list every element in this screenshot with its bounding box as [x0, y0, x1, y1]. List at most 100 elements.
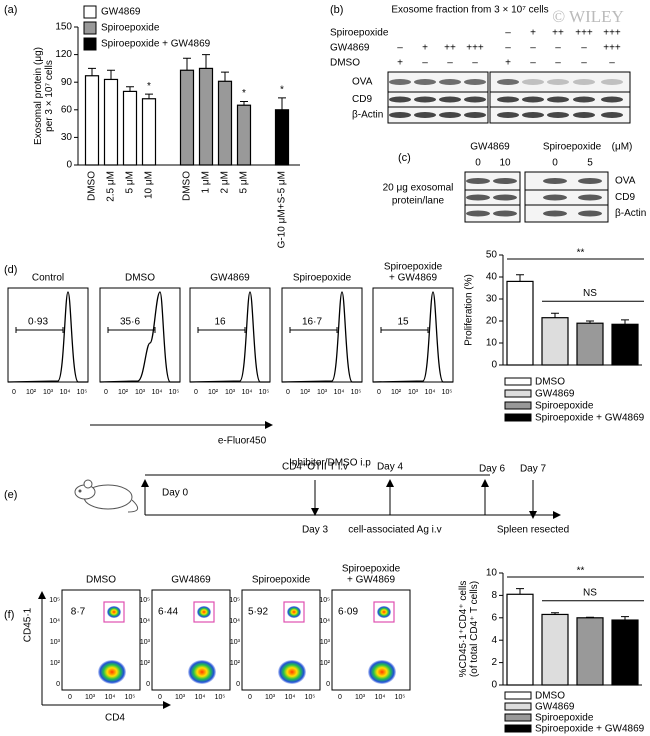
band [578, 194, 602, 201]
axis-tick-label: 0 [377, 389, 381, 396]
band [439, 79, 461, 85]
bar [541, 613, 569, 686]
bar [576, 617, 604, 686]
lane-sign: – [555, 43, 561, 54]
error-bar [126, 86, 134, 92]
axis-tick-label: 0 [68, 694, 72, 701]
y-tick-label: 60 [61, 104, 73, 115]
band [497, 79, 519, 85]
axis-tick-label: 10⁵ [259, 389, 270, 396]
histogram-frame [7, 287, 89, 383]
lane-sign: – [472, 58, 478, 69]
axis-tick-label: 10⁵ [442, 389, 453, 396]
gate [103, 601, 125, 623]
y-axis-label: Exosomal protein (μg) [33, 47, 44, 145]
band [578, 210, 602, 217]
axis-tick-label: 10³ [225, 389, 236, 396]
watermark: © WILEY [552, 7, 624, 26]
loading-label: 20 μg exosomal [383, 183, 454, 194]
axis-tick-label: 10³ [175, 694, 186, 701]
timeline-label: CD4⁺OTII T i.v [282, 462, 348, 473]
histogram-title: DMSO [125, 273, 155, 284]
axis-tick-label: 10² [50, 660, 61, 667]
error-bar [107, 69, 115, 80]
band [497, 96, 519, 103]
timeline-label: Day 7 [520, 464, 547, 475]
y-axis-label: Proliferation (%) [464, 274, 475, 346]
annotation: ** [577, 566, 585, 577]
error-bar [551, 612, 559, 615]
band [389, 79, 411, 85]
axis-tick-label: 0 [12, 389, 16, 396]
axis-tick-label: 10³ [320, 639, 331, 646]
bar [236, 104, 252, 166]
axis-tick-label: 10⁵ [305, 694, 316, 701]
bar [217, 80, 233, 166]
band [601, 96, 623, 103]
dotplot-frame [241, 589, 321, 691]
y-tick-label: 2 [491, 657, 497, 668]
lane-sign: +++ [603, 28, 621, 39]
bar [122, 90, 138, 166]
legend-swatch [504, 377, 532, 386]
legend-swatch [504, 401, 532, 410]
error-bar [240, 101, 248, 106]
y-tick-label: 20 [486, 316, 498, 327]
dotplot-frame [61, 589, 141, 691]
legend-label: Spiroepoxide [535, 713, 594, 724]
band [464, 79, 486, 85]
gate [373, 601, 395, 623]
blot-title: Exosome fraction from 3 × 10⁷ cells [391, 5, 548, 16]
axis-tick-label: 0 [236, 681, 240, 688]
axis-tick-label: 0 [286, 389, 290, 396]
bar [198, 67, 214, 166]
gate [283, 601, 305, 623]
axis-tick-label: 0 [326, 681, 330, 688]
axis-tick-label: 10² [320, 660, 331, 667]
x-tick-label: DMSO [182, 171, 193, 201]
axis-tick-label: 10⁴ [195, 694, 206, 701]
axis-label: CD45·1 [23, 607, 34, 642]
gate [107, 327, 156, 333]
legend-swatch [504, 413, 532, 422]
lane-sign: +++ [603, 43, 621, 54]
band [497, 112, 519, 118]
band [439, 112, 461, 118]
lane-sign: – [555, 58, 561, 69]
legend-label: GW4869 [535, 702, 575, 713]
panel-label: (f) [4, 609, 14, 621]
gate-value: 15 [397, 317, 409, 328]
bar [103, 78, 119, 166]
y-tick-label: 4 [491, 635, 497, 646]
bar [541, 317, 569, 366]
legend-swatch [504, 389, 532, 398]
cell-population [98, 660, 126, 684]
dotplot-title: Spiroepoxide [252, 575, 311, 586]
axis-tick-label: 0 [248, 694, 252, 701]
axis-tick-label: 10³ [140, 639, 151, 646]
axis-tick-label: 10⁴ [425, 389, 436, 396]
bar [274, 109, 290, 166]
panel-label: (d) [4, 264, 17, 276]
axis-tick-label: 10⁵ [169, 389, 180, 396]
histogram-frame [99, 287, 181, 383]
y-tick-label: 10 [486, 338, 498, 349]
timeline-label: Day 6 [479, 464, 506, 475]
axis-tick-label: 10⁴ [139, 618, 150, 625]
axis-tick-label: 10² [230, 660, 241, 667]
gate-value: 35·6 [120, 317, 140, 328]
band [547, 79, 569, 85]
dotplot-title: Spiroepoxide [342, 564, 401, 575]
band [522, 112, 544, 118]
histogram-frame [372, 287, 454, 383]
band [389, 112, 411, 118]
legend-swatch [83, 5, 97, 19]
axis-tick-label: 10⁵ [215, 694, 226, 701]
blot-group: GW4869 [470, 142, 510, 153]
y-tick-label: 0 [491, 680, 497, 691]
axis-label: e-Fluor450 [218, 436, 267, 447]
error-bar [183, 57, 191, 71]
axis-tick-label: 10⁴ [49, 618, 60, 625]
blot-strip [387, 106, 489, 124]
